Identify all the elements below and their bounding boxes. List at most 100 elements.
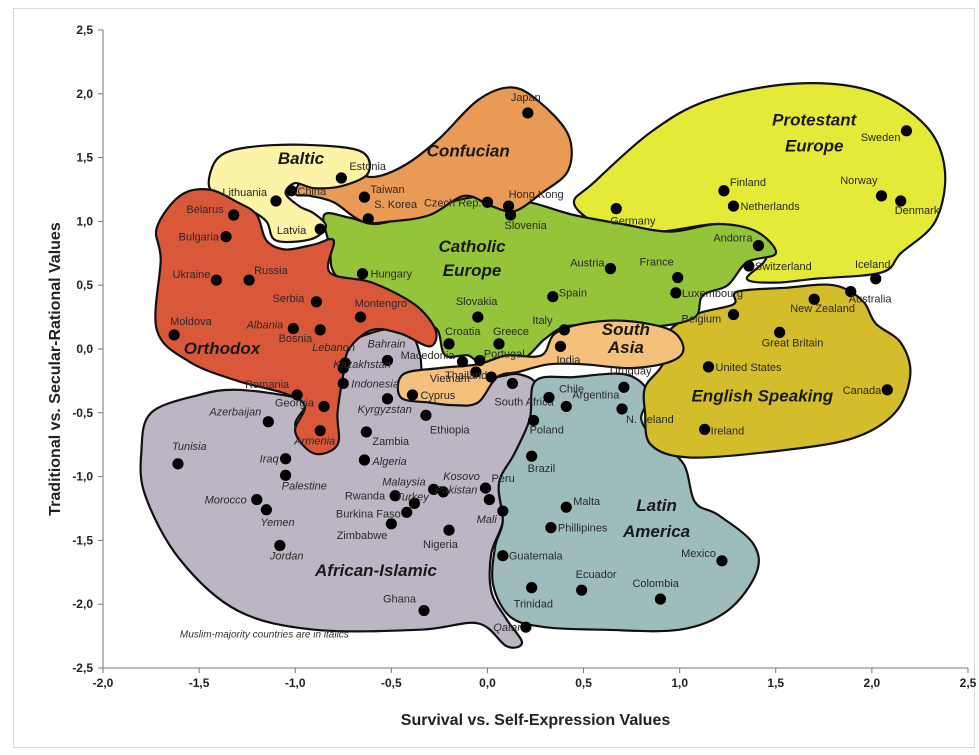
- country-label: India: [556, 354, 581, 366]
- country-point: [287, 322, 299, 335]
- country-point: [543, 391, 555, 404]
- country-label: Germany: [610, 216, 656, 228]
- country-point: [727, 308, 740, 321]
- region-label-layer: Orthodox Baltic Confucian Catholic Europe Pro…: [184, 111, 858, 580]
- country-point: [845, 285, 857, 298]
- x-tick-label: -1,5: [189, 676, 210, 690]
- region-label: Protestant Europe: [772, 111, 857, 156]
- country-label: Netherlands: [740, 201, 800, 213]
- chart-frame: [13, 8, 975, 748]
- country-point: [172, 458, 184, 470]
- region-south-asia: [396, 319, 685, 407]
- country-label: Malta: [573, 496, 601, 508]
- country-label: Slovakia: [456, 296, 498, 308]
- region-english-speaking: [642, 283, 912, 459]
- country-point: [389, 490, 401, 502]
- country-label: Yemen: [260, 517, 294, 529]
- x-tick-label: -2,0: [93, 676, 114, 690]
- country-point: [604, 263, 617, 275]
- country-point: [558, 324, 570, 336]
- country-point: [474, 354, 486, 367]
- country-label: Morocco: [205, 495, 247, 507]
- country-point: [262, 416, 274, 428]
- country-label: Trinidad: [514, 599, 553, 611]
- country-label: Mali: [477, 514, 498, 526]
- country-point: [337, 362, 349, 374]
- country-point: [497, 505, 509, 517]
- region-label: English Speaking: [691, 386, 833, 405]
- country-point: [420, 409, 432, 421]
- country-label: Macedonia: [401, 350, 456, 362]
- country-label: Luxembourg: [682, 288, 743, 300]
- country-point: [526, 582, 538, 594]
- country-label: Belarus: [186, 204, 224, 216]
- x-tick-label: 0,0: [479, 676, 496, 690]
- country-label: Albania: [246, 320, 284, 332]
- country-point: [443, 338, 455, 350]
- region-label: Baltic: [278, 149, 325, 168]
- x-tick-label: 1,5: [767, 676, 784, 690]
- country-point: [547, 291, 559, 303]
- country-label: Peru: [492, 473, 515, 485]
- country-label: Italy: [532, 315, 553, 327]
- country-point: [280, 469, 292, 481]
- country-label: Denmark: [895, 205, 940, 217]
- country-point: [522, 107, 534, 119]
- country-point: [310, 296, 322, 308]
- country-point: [472, 311, 484, 323]
- country-point: [381, 393, 394, 405]
- country-point: [479, 482, 492, 494]
- country-label: France: [639, 257, 673, 269]
- country-point: [456, 356, 469, 368]
- country-label: Ethiopia: [430, 424, 471, 436]
- y-tick-label: -1,5: [72, 533, 93, 547]
- country-label: Phillipines: [558, 523, 608, 535]
- country-label: Algeria: [371, 456, 406, 468]
- country-label: Moldova: [170, 316, 212, 328]
- country-point: [228, 209, 240, 221]
- country-label: Serbia: [273, 293, 306, 305]
- country-point: [437, 486, 449, 498]
- country-label: Hong Kong: [509, 189, 564, 201]
- country-label: China: [297, 186, 327, 198]
- country-point: [520, 621, 532, 633]
- country-point: [727, 200, 740, 212]
- country-point: [285, 185, 297, 197]
- country-point: [670, 287, 682, 299]
- country-label: Iceland: [855, 259, 890, 271]
- country-label: Colombia: [632, 578, 679, 590]
- country-label: Armenia: [293, 436, 335, 448]
- country-point: [291, 389, 303, 401]
- region-label: Orthodox: [184, 339, 262, 358]
- country-label: Canada: [843, 385, 882, 397]
- country-point: [470, 366, 482, 378]
- country-label: Tunisia: [172, 441, 207, 453]
- country-point: [526, 450, 538, 462]
- country-point: [408, 497, 420, 509]
- country-point: [418, 604, 430, 617]
- country-label: Russia: [254, 265, 289, 277]
- country-point: [718, 185, 730, 197]
- country-label: Bosnia: [279, 333, 314, 345]
- country-point: [560, 400, 572, 413]
- country-label: Finland: [730, 177, 766, 189]
- country-label: Japan: [511, 92, 541, 104]
- country-label: Qatar: [493, 622, 522, 634]
- country-point: [337, 377, 349, 390]
- country-label: Montengro: [355, 298, 408, 310]
- country-point: [274, 539, 286, 552]
- country-label: Belgium: [681, 314, 721, 326]
- country-label: South Africa: [494, 396, 554, 408]
- country-label: Rwanda: [345, 491, 386, 503]
- country-point: [716, 555, 728, 567]
- country-point: [314, 324, 326, 336]
- country-label: Spain: [559, 288, 587, 300]
- country-label: Guatemala: [509, 551, 564, 563]
- country-point: [654, 593, 667, 605]
- country-label: Romania: [245, 379, 290, 391]
- country-label: Iraq: [260, 454, 280, 466]
- country-point: [527, 414, 540, 427]
- y-axis-label: Traditional vs. Secular-Rational Values: [47, 222, 64, 516]
- country-label: Kazakhstan: [333, 359, 390, 371]
